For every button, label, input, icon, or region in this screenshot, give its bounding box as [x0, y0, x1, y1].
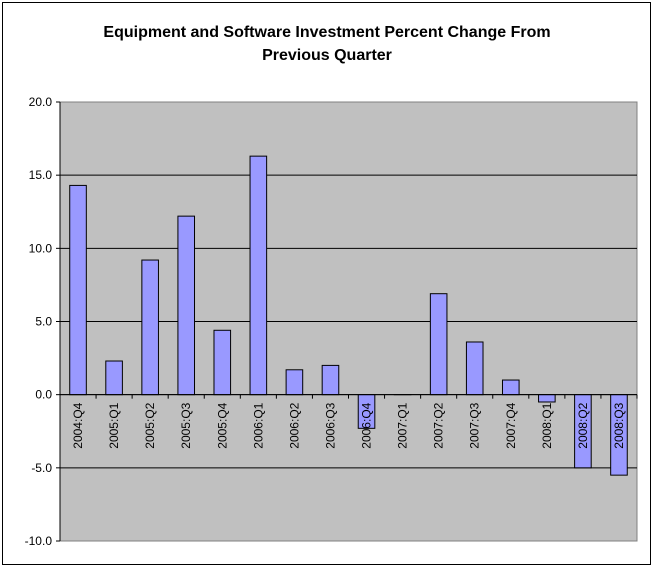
bar-2007-q4 [501, 379, 520, 396]
bar-2007-q3 [465, 341, 484, 396]
x-category-label: 2006:Q1 [251, 402, 265, 448]
x-category-label: 2008:Q2 [576, 402, 590, 448]
x-category-label: 2005:Q2 [143, 402, 157, 448]
chart-title-line-2: Previous Quarter [262, 47, 392, 64]
x-axis-category-labels: 2004:Q4 2005:Q1 2005:Q2 2005:Q3 2005:Q4 2006:… [71, 394, 638, 449]
y-tick-label: -5.0 [31, 461, 52, 475]
x-category-label: 2005:Q3 [179, 402, 193, 448]
y-axis-ticks: 20.0 15.0 10.0 5.0 0.0 -5.0 -10.0 [25, 95, 61, 548]
chart-title-line-1: Equipment and Software Investment Percen… [103, 24, 550, 41]
bar-2006-q2 [285, 369, 304, 396]
bar-2008-q1 [538, 394, 556, 403]
bar-2006-q3 [321, 364, 340, 396]
bar-2005-q4 [213, 329, 232, 396]
x-category-label: 2008:Q3 [612, 402, 626, 448]
y-tick-label: 20.0 [29, 95, 53, 109]
bar-2005-q2 [141, 259, 159, 396]
x-category-label: 2008:Q1 [540, 402, 554, 448]
y-tick-label: 5.0 [35, 315, 52, 329]
x-category-label: 2005:Q4 [215, 402, 229, 448]
x-category-label: 2005:Q1 [107, 402, 121, 448]
y-tick-label: 0.0 [35, 388, 52, 402]
x-category-label: 2007:Q2 [432, 402, 446, 448]
y-tick-label: -10.0 [25, 534, 53, 548]
x-category-label: 2007:Q1 [396, 402, 410, 448]
bar-2005-q3 [177, 215, 196, 396]
x-category-label: 2006:Q4 [360, 402, 374, 448]
x-category-label: 2006:Q3 [323, 402, 337, 448]
bar-2005-q1 [105, 360, 123, 396]
bar-2007-q2 [429, 293, 448, 396]
bar-2006-q1 [249, 155, 268, 396]
bar-2004-q4 [69, 184, 87, 396]
x-category-label: 2006:Q2 [287, 402, 301, 448]
x-category-label: 2004:Q4 [71, 402, 85, 448]
x-category-label: 2007:Q3 [468, 402, 482, 448]
y-tick-label: 15.0 [29, 168, 53, 182]
y-tick-label: 10.0 [29, 241, 53, 255]
x-category-label: 2007:Q4 [504, 402, 518, 448]
bars [60, 155, 637, 476]
